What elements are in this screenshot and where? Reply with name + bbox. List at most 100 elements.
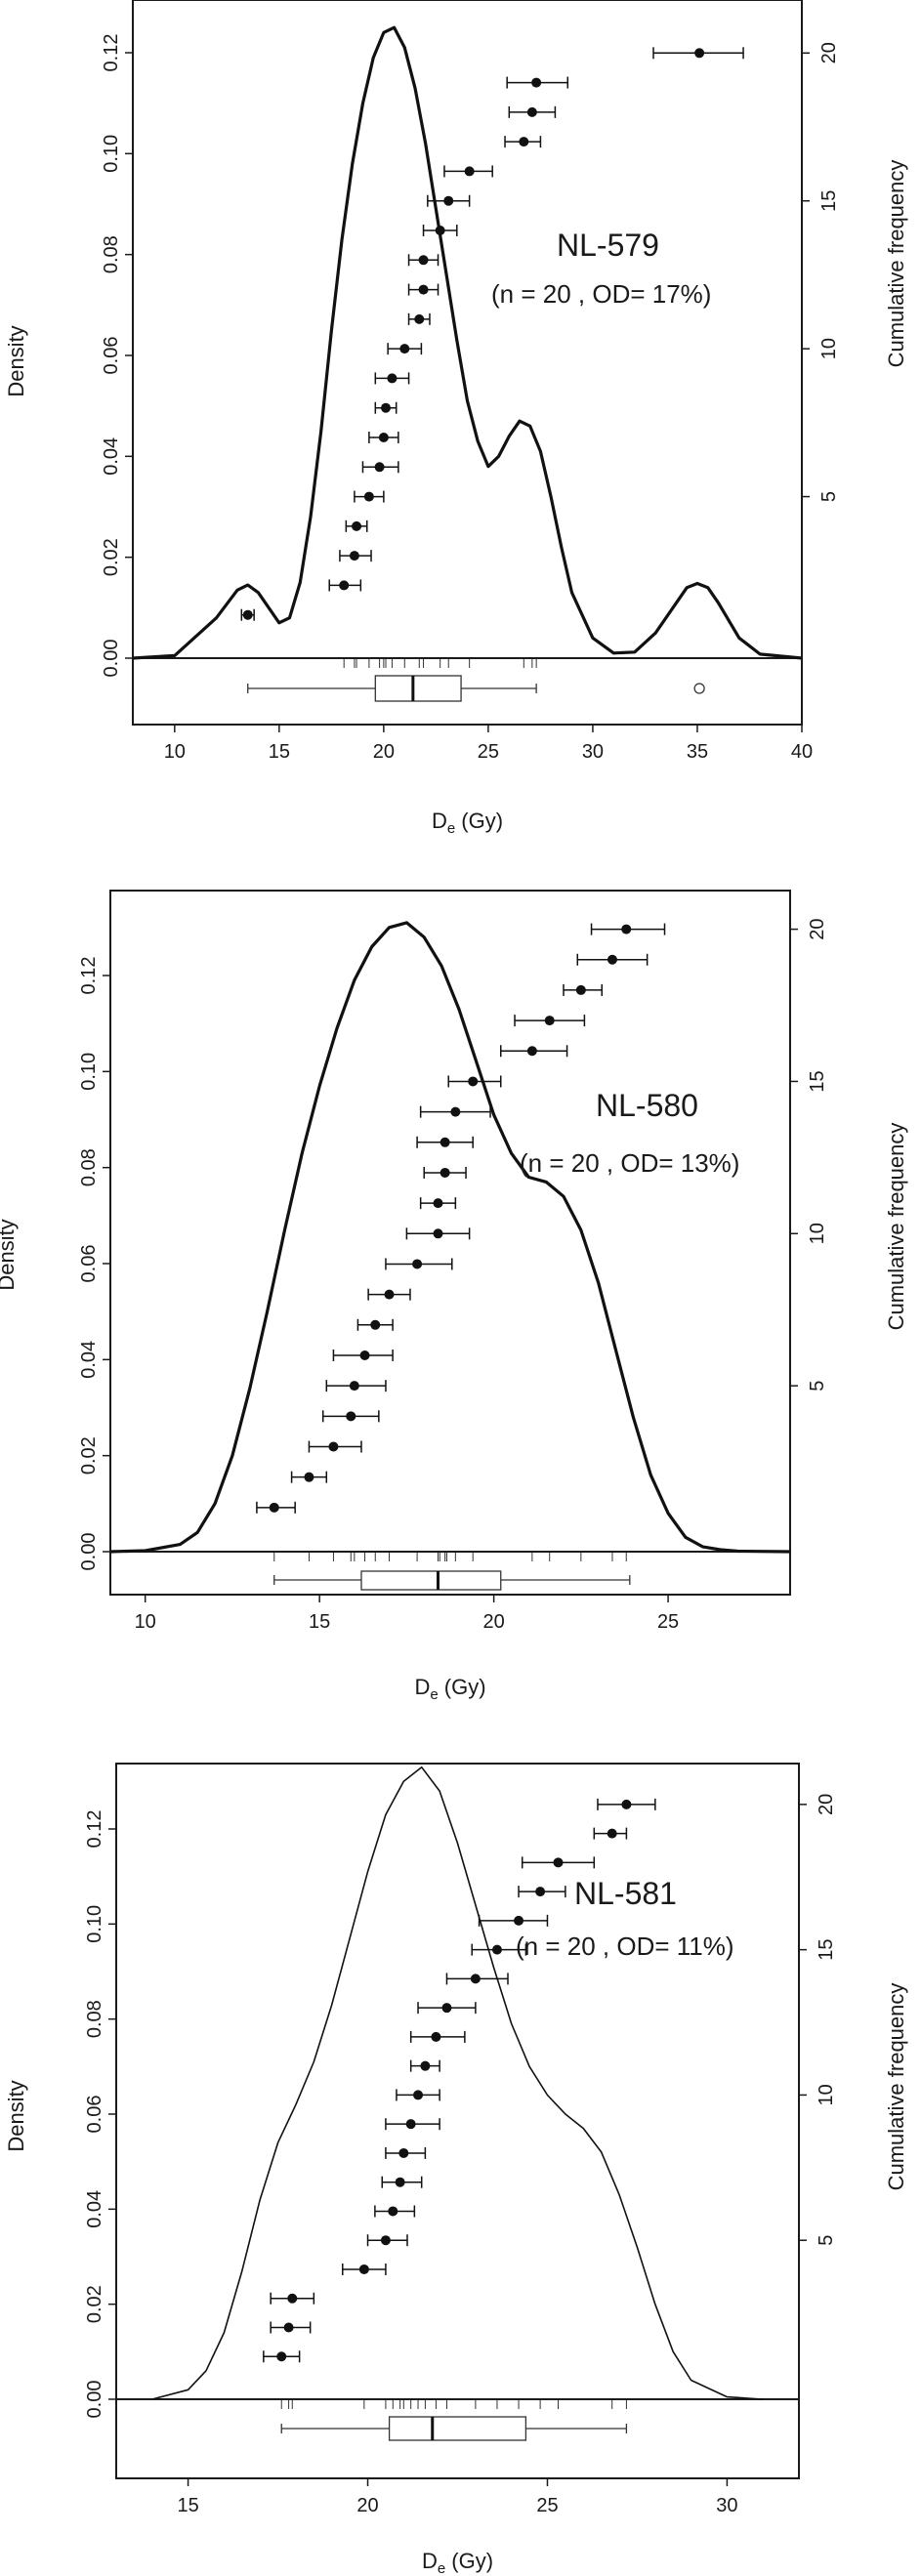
x-tick-label: 30 (582, 741, 604, 763)
y-tick-label: 0.02 (78, 1436, 100, 1475)
data-point (470, 1974, 481, 1984)
data-point (420, 2060, 431, 2071)
x-tick-label: 15 (309, 1611, 330, 1633)
data-point (381, 402, 392, 413)
x-tick-label: 25 (536, 2495, 558, 2516)
data-point (287, 2293, 298, 2304)
y-tick-label: 0.02 (84, 2285, 105, 2323)
data-point (526, 106, 537, 117)
data-point (607, 954, 617, 965)
data-point (544, 1016, 555, 1026)
plot-frame (115, 1763, 800, 2479)
data-point (242, 609, 253, 620)
data-point (468, 1076, 479, 1087)
data-point (621, 924, 632, 935)
data-point (269, 1502, 279, 1513)
y2-tick-label: 15 (816, 1939, 837, 1961)
y2-tick-label: 10 (807, 1223, 828, 1244)
kde-curve (109, 921, 791, 1554)
data-point (346, 1411, 356, 1422)
data-point (440, 1167, 450, 1178)
y2-tick-label: 10 (818, 338, 840, 359)
x-tick-label: 10 (135, 1611, 156, 1633)
data-point (694, 48, 705, 59)
data-point (339, 580, 350, 591)
data-point (443, 195, 454, 206)
data-point (535, 1887, 546, 1897)
data-point (526, 1046, 537, 1057)
y-tick-label: 0.00 (78, 1533, 100, 1571)
plot-frame (132, 0, 803, 726)
y-tick-label: 0.00 (101, 640, 122, 678)
y-tick-label: 0.12 (101, 34, 122, 72)
data-point (374, 462, 385, 473)
y-axis-title: Density (4, 325, 28, 396)
data-point (414, 313, 425, 324)
y-tick-label: 0.08 (101, 235, 122, 273)
data-point (358, 2264, 369, 2274)
y-tick-label: 0.06 (84, 2096, 105, 2134)
boxplot-box (360, 1570, 502, 1591)
data-point (387, 373, 398, 384)
data-point (388, 2206, 398, 2217)
y2-tick-label: 20 (818, 42, 840, 63)
y2-tick-label: 10 (816, 2084, 837, 2105)
y-tick-label: 0.04 (84, 2190, 105, 2228)
y2-tick-label: 20 (816, 1794, 837, 1815)
data-point (418, 284, 429, 295)
sample-name: NL-580 (596, 1088, 698, 1123)
data-point (384, 1289, 395, 1300)
data-point (553, 1857, 564, 1868)
data-point (349, 551, 359, 561)
chart-panel: 0.00 0.02 0.04 0.06 0.08 0.10 0.12 5 10 15 20 10 15 2… (0, 890, 908, 1703)
data-point (491, 1944, 502, 1955)
y2-axis-title: Cumulative frequency (884, 1983, 908, 2191)
data-point (514, 1915, 524, 1926)
y-tick-label: 0.10 (84, 1905, 105, 1943)
sample-name: NL-579 (557, 228, 659, 263)
y2-tick-label: 5 (818, 491, 840, 502)
data-point (276, 2351, 287, 2362)
y-tick-label: 0.06 (78, 1245, 100, 1283)
sample-stats: (n = 20 , OD= 11%) (516, 1932, 734, 1961)
data-point (283, 2322, 294, 2333)
data-point (370, 1319, 381, 1330)
data-point (433, 1228, 443, 1239)
sample-stats: (n = 20 , OD= 17%) (491, 279, 711, 309)
y2-tick-label: 5 (807, 1381, 828, 1392)
chart-panel: 0.00 0.02 0.04 0.06 0.08 0.10 0.12 5 10 15 20 10 15 2… (4, 0, 908, 837)
x-tick-label: 15 (177, 2495, 198, 2516)
data-point (519, 137, 529, 147)
data-point (359, 1350, 370, 1360)
y-tick-label: 0.12 (78, 957, 100, 995)
data-point (435, 226, 445, 235)
x-axis-title: De (Gy) (414, 1675, 485, 1703)
kde-curve (151, 1766, 764, 2400)
data-point (413, 2090, 424, 2100)
y2-axis-title: Cumulative frequency (884, 1123, 908, 1331)
data-point (450, 1106, 461, 1117)
data-point (441, 2003, 452, 2014)
y-axis-title: Density (0, 1219, 19, 1290)
kde-curve (132, 25, 803, 660)
x-tick-label: 40 (791, 741, 813, 763)
data-point (575, 984, 586, 995)
y2-tick-label: 20 (807, 918, 828, 939)
data-point (395, 2177, 405, 2187)
data-point (363, 491, 374, 502)
y-axis-title: Density (4, 2080, 28, 2151)
data-point (378, 433, 389, 442)
x-tick-label: 20 (482, 1611, 504, 1633)
boxplot-box (388, 2416, 527, 2441)
data-point (531, 77, 542, 88)
data-point (431, 2031, 441, 2042)
data-point (328, 1441, 339, 1452)
y2-tick-label: 15 (818, 190, 840, 212)
sample-stats: (n = 20 , OD= 13%) (520, 1148, 739, 1178)
y-tick-label: 0.04 (101, 437, 122, 476)
y-tick-label: 0.12 (84, 1810, 105, 1849)
x-tick-label: 10 (164, 741, 186, 763)
data-point (433, 1198, 443, 1209)
x-tick-label: 35 (687, 741, 708, 763)
